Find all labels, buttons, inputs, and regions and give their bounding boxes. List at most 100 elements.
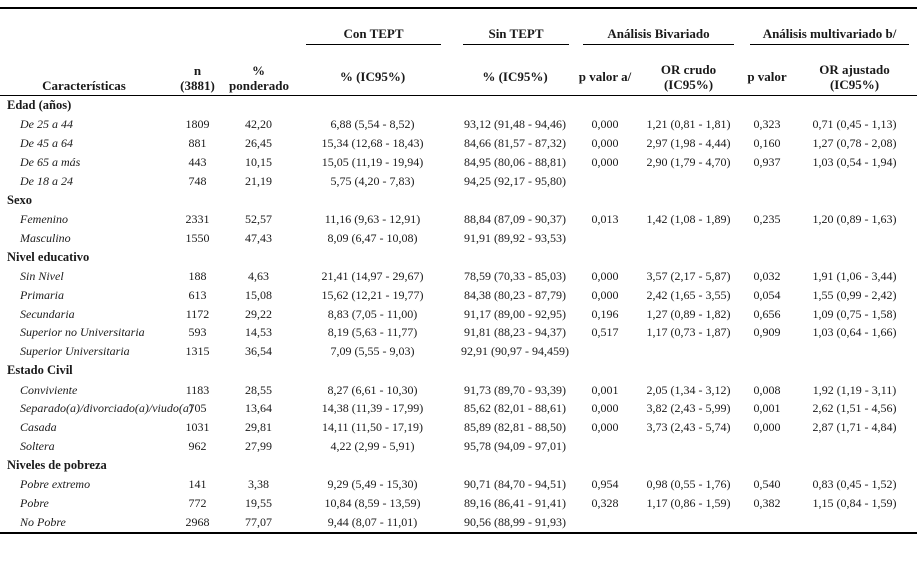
- cell-pond: 15,08: [245, 287, 272, 302]
- cell-or-ajust: 1,91 (1,06 - 3,44): [812, 269, 897, 284]
- cell-n: 188: [188, 269, 207, 284]
- cell-or-ajust: 1,03 (0,54 - 1,94): [812, 154, 897, 169]
- cell-con: 14,11 (11,50 - 17,19): [321, 420, 424, 435]
- col-group-con-tept: Con TEPT: [290, 8, 455, 61]
- section-label: Nivel educativo: [7, 249, 90, 264]
- cell-con: 8,27 (6,61 - 10,30): [327, 382, 418, 397]
- cell-p-mult: 0,382: [753, 496, 781, 511]
- cell-con: 15,05 (11,19 - 19,94): [321, 154, 424, 169]
- col-header-caracteristicas: Características: [42, 77, 126, 93]
- cell-n: 443: [188, 154, 207, 169]
- cell-sin: 94,25 (92,17 - 95,80): [464, 173, 566, 188]
- cell-or-crudo: 1,17 (0,86 - 1,59): [646, 496, 731, 511]
- cell-or-crudo: 2,42 (1,65 - 3,55): [646, 287, 731, 302]
- cell-p-mult: 0,160: [753, 136, 781, 151]
- col-group-con-tept-label: Con TEPT: [306, 26, 441, 45]
- cell-or-crudo: 2,05 (1,34 - 3,12): [646, 382, 731, 397]
- table-row: Separado(a)/divorciado(a)/viudo(a) 705 13,…: [0, 399, 917, 418]
- cell-p-mult: 0,540: [753, 477, 781, 492]
- cell-con: 9,29 (5,49 - 15,30): [327, 477, 418, 492]
- cell-p-mult: [742, 229, 792, 248]
- cell-con: 7,09 (5,55 - 9,03): [330, 344, 415, 359]
- cell-or-crudo: [635, 342, 742, 361]
- cell-p-biv: 0,000: [591, 401, 619, 416]
- row-label: De 18 a 24: [20, 173, 73, 188]
- cell-pond: 29,81: [245, 420, 272, 435]
- cell-p-biv: 0,013: [591, 212, 619, 226]
- cell-or-ajust: [792, 172, 917, 191]
- cell-sin: 90,71 (84,70 - 94,51): [464, 477, 566, 492]
- cell-n: 1172: [185, 306, 210, 321]
- cell-or-crudo: [635, 172, 742, 191]
- cell-n: 1809: [185, 117, 210, 132]
- section-label: Edad (años): [7, 97, 72, 112]
- cell-p-mult: 0,323: [753, 117, 781, 132]
- cell-or-crudo: [635, 513, 742, 533]
- cell-con: 8,83 (7,05 - 11,00): [327, 306, 418, 321]
- cell-p-biv: 0,196: [591, 306, 619, 321]
- row-label: Separado(a)/divorciado(a)/viudo(a): [20, 401, 193, 416]
- cell-n: 772: [188, 496, 207, 511]
- cell-pond: 28,55: [245, 382, 272, 397]
- section-header-row: Edad (años): [0, 95, 917, 115]
- cell-or-ajust: 2,62 (1,51 - 4,56): [812, 401, 897, 416]
- cell-n: 705: [188, 401, 207, 416]
- table-row: Masculino 1550 47,43 8,09 (6,47 - 10,08) 91,…: [0, 229, 917, 248]
- table-row: De 25 a 44 1809 42,20 6,88 (5,54 - 8,52) 93,…: [0, 115, 917, 134]
- cell-n: 1183: [185, 382, 210, 397]
- cell-or-ajust: [792, 437, 917, 456]
- cell-p-biv: [575, 342, 635, 361]
- cell-sin: 92,91 (90,97 - 94,459): [461, 344, 569, 359]
- cell-p-mult: 0,235: [753, 212, 781, 226]
- cell-pond: 27,99: [245, 438, 272, 453]
- table-row: Primaria 613 15,08 15,62 (12,21 - 19,77) 84,…: [0, 286, 917, 305]
- cell-con: 15,62 (12,21 - 19,77): [321, 287, 424, 302]
- cell-con: 21,41 (14,97 - 29,67): [321, 269, 424, 284]
- table-row: Femenino 2331 52,57 11,16 (9,63 - 12,91) 88,…: [0, 210, 917, 229]
- cell-sin: 88,84 (87,09 - 90,37): [464, 212, 566, 226]
- cell-pond: 26,45: [245, 136, 272, 151]
- row-label: Femenino: [20, 212, 68, 226]
- cell-con: 5,75 (4,20 - 7,83): [330, 173, 415, 188]
- cell-sin: 84,66 (81,57 - 87,32): [464, 136, 566, 151]
- col-group-bivariado: Análisis Bivariado: [575, 8, 742, 61]
- cell-pond: 10,15: [245, 154, 272, 169]
- row-label: Pobre extremo: [20, 477, 91, 492]
- statistics-table: Características n (3881) % ponderado Con…: [0, 7, 917, 534]
- cell-p-biv: 0,954: [591, 477, 619, 492]
- cell-con: 4,22 (2,99 - 5,91): [330, 438, 415, 453]
- cell-pond: 21,19: [245, 173, 272, 188]
- cell-sin: 91,81 (88,23 - 94,37): [464, 325, 566, 340]
- row-label: Pobre: [20, 496, 49, 511]
- cell-or-ajust: [792, 513, 917, 533]
- cell-p-biv: 0,000: [591, 269, 619, 284]
- cell-sin: 85,89 (82,81 - 88,50): [464, 420, 566, 435]
- cell-n: 593: [188, 325, 207, 340]
- cell-p-biv: [575, 437, 635, 456]
- table-row: No Pobre 2968 77,07 9,44 (8,07 - 11,01) 90,5…: [0, 513, 917, 533]
- cell-sin: 85,62 (82,01 - 88,61): [464, 401, 566, 416]
- cell-p-biv: 0,000: [591, 154, 619, 169]
- cell-sin: 84,38 (80,23 - 87,79): [464, 287, 566, 302]
- table-row: Casada 1031 29,81 14,11 (11,50 - 17,19) 85,8…: [0, 418, 917, 437]
- cell-p-mult: 0,008: [753, 382, 781, 397]
- section-header-row: Estado Civil: [0, 361, 917, 381]
- cell-sin: 78,59 (70,33 - 85,03): [464, 269, 566, 284]
- col-header-p-valor: p valor: [747, 69, 787, 85]
- cell-or-crudo: 3,82 (2,43 - 5,99): [646, 401, 731, 416]
- table-row: Secundaria 1172 29,22 8,83 (7,05 - 11,00) 91…: [0, 305, 917, 324]
- row-label: De 25 a 44: [20, 117, 73, 132]
- cell-pond: 3,38: [248, 477, 269, 492]
- col-group-bivariado-label: Análisis Bivariado: [583, 26, 734, 45]
- col-group-sin-tept-label: Sin TEPT: [463, 26, 569, 45]
- table-row: Superior no Universitaria 593 14,53 8,19 (5…: [0, 323, 917, 342]
- cell-p-biv: 0,000: [591, 117, 619, 132]
- cell-con: 9,44 (8,07 - 11,01): [327, 514, 418, 529]
- cell-or-ajust: 1,55 (0,99 - 2,42): [812, 287, 897, 302]
- row-label: No Pobre: [20, 514, 66, 529]
- table-body: Edad (años) De 25 a 44 1809 42,20 6,88 (5,54…: [0, 95, 917, 532]
- col-header-or-ajustado: OR ajustado (IC95%): [819, 61, 890, 92]
- cell-pond: 4,63: [248, 269, 269, 284]
- cell-p-biv: 0,000: [591, 136, 619, 151]
- col-header-n: n (3881): [180, 62, 215, 93]
